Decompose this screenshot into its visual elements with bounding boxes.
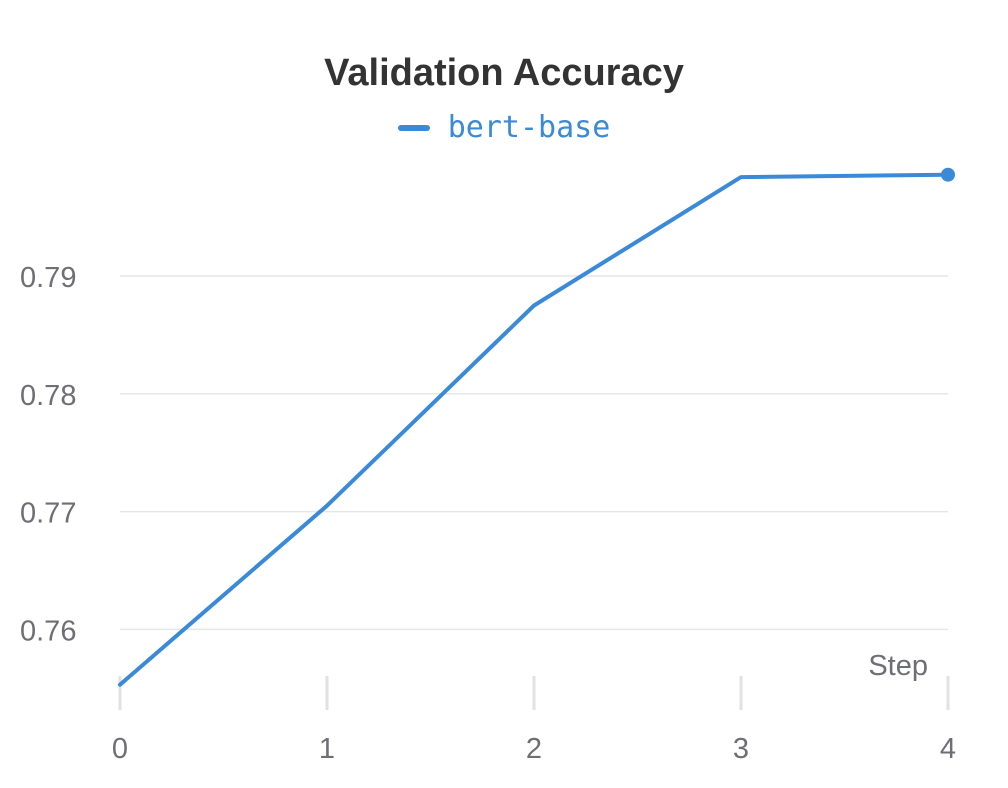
y-tick-label: 0.78 [20,380,76,412]
x-tick-label: 0 [112,733,128,765]
y-tick-label: 0.77 [20,498,76,530]
legend: bert-base [0,110,1008,145]
x-tick-label: 2 [526,733,542,765]
y-tick-label: 0.76 [20,615,76,647]
x-tick-label: 3 [733,733,749,765]
series-endpoint-bert-base [941,167,955,182]
x-tick-label: 4 [940,733,956,765]
legend-swatch-bert-base [397,124,430,131]
x-tick-label: 1 [319,733,335,765]
series-line-bert-base [118,172,950,687]
y-tick-label: 0.79 [20,262,76,294]
x-axis-label: Step [868,650,928,682]
legend-label-bert-base: bert-base [447,110,611,145]
chart-title: Validation Accuracy [324,52,684,94]
